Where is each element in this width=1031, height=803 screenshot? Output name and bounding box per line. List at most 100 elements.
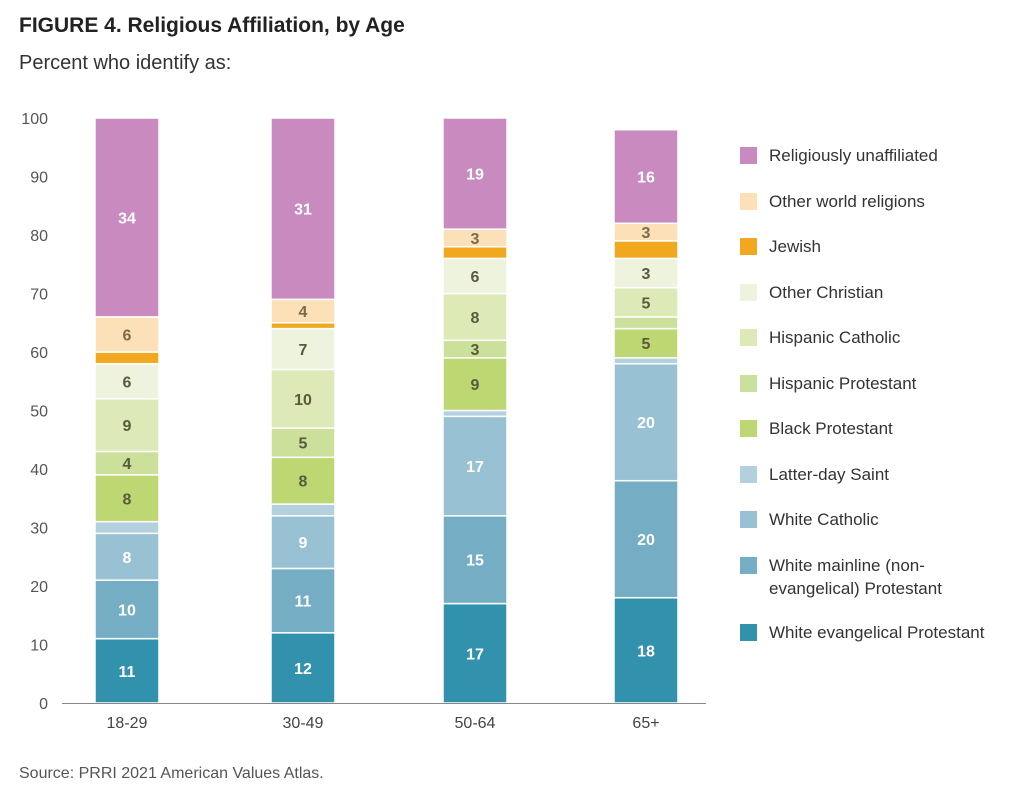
y-tick-label: 100 [21, 111, 48, 128]
legend-label: Jewish [769, 237, 821, 256]
legend-swatch [740, 511, 757, 528]
legend-item: Hispanic Catholic [740, 326, 1014, 349]
data-label: 12 [294, 661, 312, 678]
bar-segment [442, 415, 508, 517]
legend-swatch [740, 238, 757, 255]
legend-label: Other world religions [769, 192, 925, 211]
data-label: 17 [466, 646, 484, 663]
legend-swatch [740, 466, 757, 483]
x-tick-label: 50-64 [455, 715, 496, 732]
bar-segment [94, 316, 160, 353]
data-label: 34 [118, 210, 136, 227]
data-label: 16 [637, 170, 655, 187]
data-label: 5 [642, 295, 651, 312]
data-label: 8 [471, 310, 480, 327]
y-tick-label: 90 [30, 170, 48, 187]
data-label: 9 [299, 535, 308, 552]
legend-swatch [740, 557, 757, 574]
bar-segment [94, 351, 160, 365]
data-label: 20 [637, 532, 655, 549]
bar-segment [442, 117, 508, 230]
legend-item: Religiously unaffiliated [740, 144, 1014, 167]
y-tick-label: 70 [30, 287, 48, 304]
legend-item: White mainline (non-evangelical) Protest… [740, 554, 1014, 600]
y-tick-label: 0 [39, 696, 48, 713]
bar-segment [270, 327, 336, 371]
bar-segment [94, 398, 160, 453]
legend-item: Other Christian [740, 281, 1014, 304]
bar-segment [613, 286, 679, 318]
legend-label: Other Christian [769, 283, 884, 302]
legend-swatch [740, 375, 757, 392]
legend-label: Hispanic Protestant [769, 374, 917, 393]
data-label: 3 [471, 231, 480, 248]
bar-segment [94, 520, 160, 535]
chart-subtitle: Percent who identify as: [19, 52, 232, 74]
data-label: 8 [299, 474, 308, 491]
x-tick-label: 18-29 [107, 715, 148, 732]
data-label: 7 [299, 342, 308, 359]
legend-label: Latter-day Saint [769, 465, 890, 484]
bar-segment [94, 362, 160, 400]
y-tick-label: 30 [30, 521, 48, 538]
bar-segment [270, 322, 336, 330]
legend-item: Other world religions [740, 190, 1014, 213]
data-label: 15 [466, 553, 484, 570]
x-tick-label: 30-49 [283, 715, 324, 732]
legend-label: White evangelical Protestant [769, 623, 985, 642]
legend-item: Hispanic Protestant [740, 372, 1014, 395]
data-label: 9 [471, 377, 480, 394]
bar-segment [613, 240, 679, 260]
bar-segment [613, 327, 679, 359]
data-label: 6 [123, 327, 132, 344]
data-label: 11 [119, 664, 136, 681]
data-label: 18 [637, 643, 655, 660]
data-label: 6 [471, 269, 480, 286]
bar-segment [442, 409, 508, 418]
legend-swatch [740, 420, 757, 437]
data-label: 8 [123, 550, 132, 567]
bar-segment [94, 637, 160, 704]
legend-item: Latter-day Saint [740, 463, 1014, 486]
data-label: 6 [123, 374, 132, 391]
legend-label: Religiously unaffiliated [769, 146, 938, 165]
data-label: 10 [118, 602, 136, 619]
y-tick-label: 60 [30, 345, 48, 362]
legend-item: Jewish [740, 235, 1014, 258]
bar-segment [613, 357, 679, 365]
legend-item: White Catholic [740, 508, 1014, 531]
data-label: 17 [466, 459, 484, 476]
data-label: 10 [294, 392, 312, 409]
bar-segment [442, 245, 508, 260]
legend-label: Black Protestant [769, 419, 893, 438]
data-label: 3 [642, 225, 651, 242]
data-label: 4 [299, 304, 308, 321]
bar-segment [442, 515, 508, 605]
data-label: 19 [466, 167, 484, 184]
x-tick-label: 65+ [632, 715, 659, 732]
data-label: 4 [123, 456, 132, 473]
bar-segment [442, 602, 508, 704]
bar-segment [613, 128, 679, 225]
legend-swatch [740, 329, 757, 346]
data-label: 8 [123, 491, 132, 508]
y-tick-label: 40 [30, 462, 48, 479]
legend-label: White mainline (non-evangelical) Protest… [769, 556, 942, 598]
bar-segment [94, 117, 160, 318]
data-label: 11 [295, 594, 312, 611]
bar-segment [270, 117, 336, 301]
bar-segment [270, 456, 336, 505]
data-label: 5 [299, 436, 308, 453]
bar-segment [270, 368, 336, 429]
legend-label: Hispanic Catholic [769, 328, 901, 347]
bar-segment [613, 362, 679, 482]
bar-segment [442, 257, 508, 295]
bar-segment [270, 503, 336, 517]
y-tick-label: 80 [30, 228, 48, 245]
bar-segment [270, 427, 336, 459]
bar-segment [94, 579, 160, 640]
legend-swatch [740, 284, 757, 301]
data-label: 9 [123, 418, 132, 435]
chart-title: FIGURE 4. Religious Affiliation, by Age [19, 14, 405, 37]
